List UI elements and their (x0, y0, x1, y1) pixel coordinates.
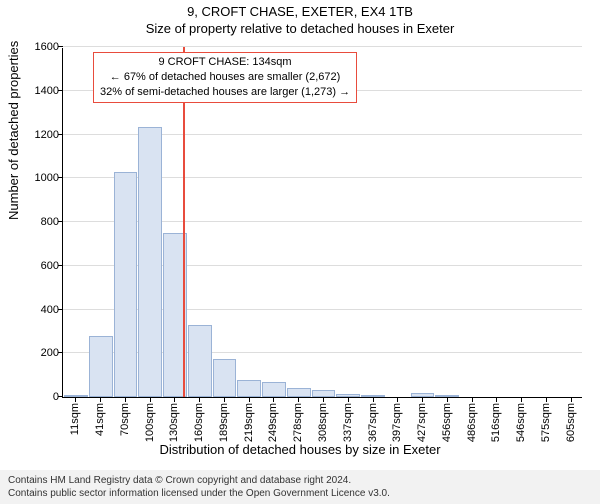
x-tick-mark (100, 397, 101, 402)
y-tick-mark (58, 265, 63, 266)
histogram-bar (188, 325, 212, 397)
plot-area: 0200400600800100012001400160011sqm41sqm7… (62, 48, 582, 398)
x-tick-mark (373, 397, 374, 402)
y-tick-label: 1200 (35, 129, 59, 141)
y-tick-label: 400 (41, 304, 59, 316)
x-tick-label: 41sqm (94, 403, 106, 436)
x-tick-label: 427sqm (416, 403, 428, 442)
footer-line-1: Contains HM Land Registry data © Crown c… (8, 474, 592, 487)
y-tick-label: 1600 (35, 41, 59, 53)
y-tick-mark (58, 309, 63, 310)
x-tick-label: 546sqm (515, 403, 527, 442)
grid-line (63, 46, 582, 47)
x-tick-label: 130sqm (168, 403, 180, 442)
x-tick-label: 219sqm (243, 403, 255, 442)
y-tick-mark (58, 46, 63, 47)
x-tick-label: 516sqm (490, 403, 502, 442)
x-tick-label: 100sqm (144, 403, 156, 442)
x-tick-mark (447, 397, 448, 402)
x-tick-mark (150, 397, 151, 402)
x-tick-mark (273, 397, 274, 402)
annotation-line-3: 32% of semi-detached houses are larger (… (100, 85, 350, 100)
histogram-bar (213, 359, 237, 397)
x-tick-mark (125, 397, 126, 402)
y-tick-label: 800 (41, 216, 59, 228)
histogram-bar (287, 388, 311, 397)
y-tick-mark (58, 134, 63, 135)
y-tick-label: 1000 (35, 172, 59, 184)
chart-container: Number of detached properties 0200400600… (0, 40, 600, 458)
histogram-bar (237, 380, 261, 398)
x-tick-label: 308sqm (317, 403, 329, 442)
x-tick-mark (571, 397, 572, 402)
y-tick-mark (58, 177, 63, 178)
y-axis-label: Number of detached properties (6, 41, 21, 220)
x-tick-label: 456sqm (441, 403, 453, 442)
x-tick-label: 337sqm (342, 403, 354, 442)
x-tick-mark (199, 397, 200, 402)
x-tick-label: 367sqm (367, 403, 379, 442)
x-tick-mark (472, 397, 473, 402)
x-tick-label: 249sqm (267, 403, 279, 442)
x-tick-mark (174, 397, 175, 402)
x-tick-label: 397sqm (391, 403, 403, 442)
histogram-bar (114, 172, 138, 397)
y-tick-label: 200 (41, 347, 59, 359)
x-tick-mark (348, 397, 349, 402)
y-tick-mark (58, 352, 63, 353)
footer: Contains HM Land Registry data © Crown c… (0, 470, 600, 504)
x-axis-label: Distribution of detached houses by size … (0, 442, 600, 457)
x-tick-label: 575sqm (540, 403, 552, 442)
footer-line-2: Contains public sector information licen… (8, 487, 592, 500)
x-tick-mark (546, 397, 547, 402)
annotation-line-2: ← 67% of detached houses are smaller (2,… (100, 70, 350, 85)
x-tick-label: 486sqm (466, 403, 478, 442)
annotation-line-1: 9 CROFT CHASE: 134sqm (100, 55, 350, 70)
x-tick-mark (249, 397, 250, 402)
histogram-bar (138, 127, 162, 397)
y-tick-label: 600 (41, 260, 59, 272)
x-tick-label: 160sqm (193, 403, 205, 442)
page-subtitle: Size of property relative to detached ho… (0, 21, 600, 36)
x-tick-label: 189sqm (218, 403, 230, 442)
y-tick-mark (58, 396, 63, 397)
x-tick-label: 11sqm (69, 403, 81, 435)
x-tick-mark (224, 397, 225, 402)
annotation-box: 9 CROFT CHASE: 134sqm ← 67% of detached … (93, 52, 357, 103)
x-tick-mark (323, 397, 324, 402)
x-tick-label: 278sqm (292, 403, 304, 442)
y-tick-mark (58, 90, 63, 91)
x-tick-label: 605sqm (565, 403, 577, 442)
x-tick-label: 70sqm (119, 403, 131, 436)
x-tick-mark (521, 397, 522, 402)
x-tick-mark (397, 397, 398, 402)
x-tick-mark (298, 397, 299, 402)
x-tick-mark (422, 397, 423, 402)
y-tick-label: 1400 (35, 85, 59, 97)
x-tick-mark (75, 397, 76, 402)
histogram-bar (89, 336, 113, 397)
y-tick-mark (58, 221, 63, 222)
page-title: 9, CROFT CHASE, EXETER, EX4 1TB (0, 4, 600, 19)
x-tick-mark (496, 397, 497, 402)
y-tick-label: 0 (53, 391, 59, 403)
histogram-bar (262, 382, 286, 397)
